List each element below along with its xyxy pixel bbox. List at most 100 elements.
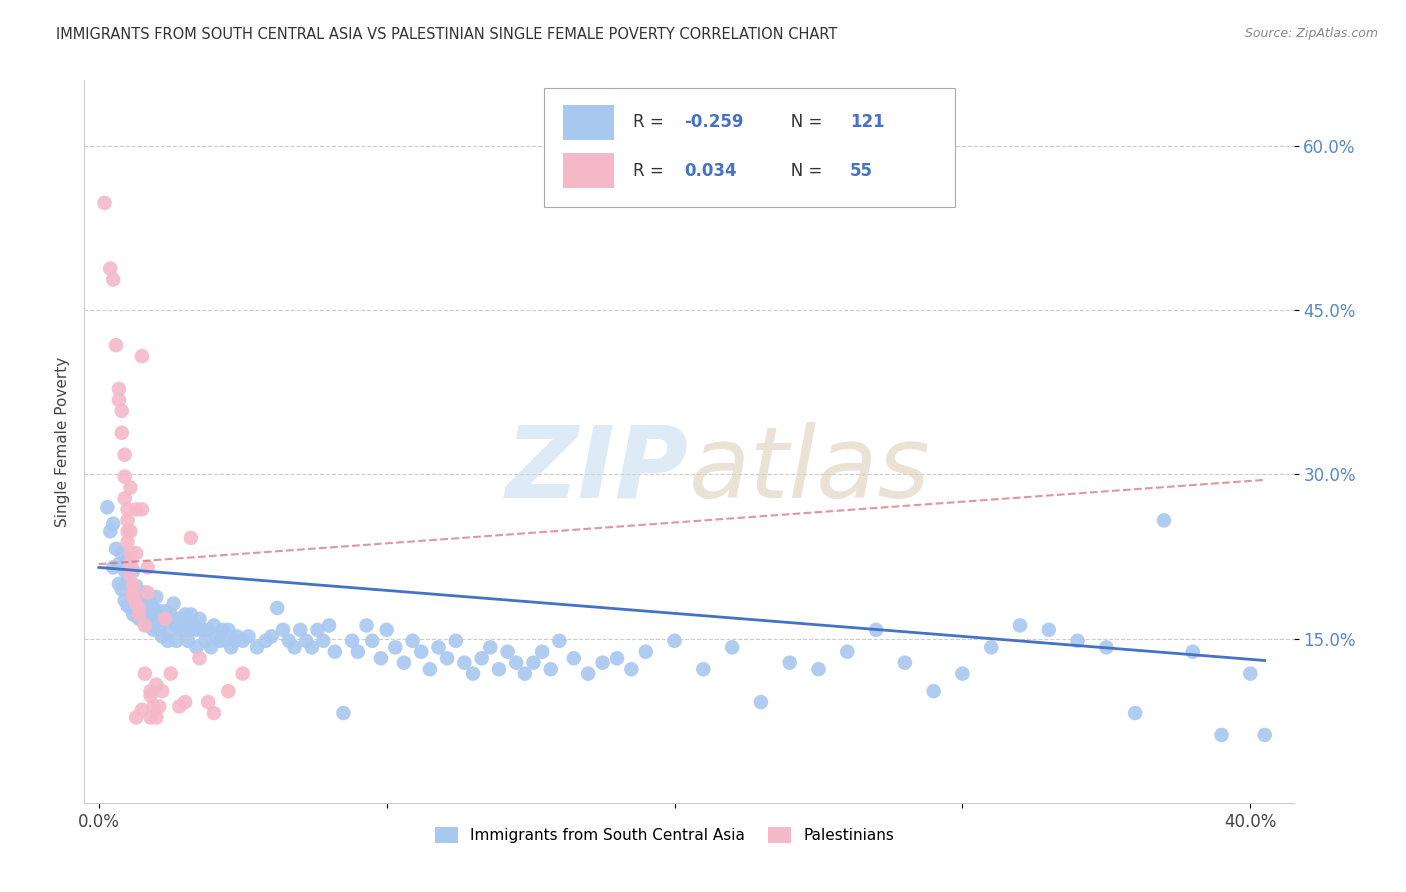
Point	[837, 645, 859, 659]
Point	[153, 612, 176, 626]
Point	[125, 597, 148, 611]
Point	[172, 623, 194, 637]
Text: IMMIGRANTS FROM SOUTH CENTRAL ASIA VS PALESTINIAN SINGLE FEMALE POVERTY CORRELAT: IMMIGRANTS FROM SOUTH CENTRAL ASIA VS PA…	[56, 27, 838, 42]
Point	[153, 604, 176, 618]
Point	[606, 651, 628, 665]
Point	[120, 601, 142, 615]
Point	[540, 662, 562, 676]
Point	[217, 684, 239, 698]
Point	[214, 633, 236, 648]
Text: 55: 55	[849, 161, 873, 179]
FancyBboxPatch shape	[564, 105, 614, 139]
Point	[384, 640, 406, 655]
Point	[208, 633, 231, 648]
Point	[238, 629, 260, 643]
Point	[136, 585, 159, 599]
Point	[562, 651, 585, 665]
Point	[111, 546, 134, 560]
Point	[139, 612, 162, 626]
Point	[125, 502, 148, 516]
Point	[1211, 728, 1233, 742]
Point	[131, 502, 153, 516]
Point	[576, 666, 599, 681]
Point	[1008, 618, 1031, 632]
Point	[101, 272, 124, 286]
Point	[117, 553, 139, 567]
Point	[139, 710, 162, 724]
Point	[188, 612, 211, 626]
Point	[183, 618, 205, 632]
Point	[479, 640, 502, 655]
Point	[232, 633, 254, 648]
Point	[122, 585, 145, 599]
Point	[117, 535, 139, 549]
Point	[277, 633, 299, 648]
Point	[197, 623, 219, 637]
Point	[120, 481, 142, 495]
Point	[108, 577, 131, 591]
Point	[174, 695, 197, 709]
Point	[139, 684, 162, 698]
Point	[174, 607, 197, 622]
Point	[105, 338, 128, 352]
Point	[114, 491, 136, 506]
Point	[219, 640, 242, 655]
Point	[117, 599, 139, 613]
Point	[1123, 706, 1146, 720]
Point	[356, 618, 378, 632]
Point	[93, 195, 115, 210]
Point	[128, 590, 150, 604]
Point	[96, 500, 118, 515]
Point	[150, 684, 173, 698]
Point	[436, 651, 458, 665]
Text: N =: N =	[775, 161, 827, 179]
Point	[211, 623, 233, 637]
Point	[159, 666, 181, 681]
Point	[125, 710, 148, 724]
Point	[271, 623, 294, 637]
Point	[205, 629, 228, 643]
Point	[202, 706, 225, 720]
Point	[427, 640, 450, 655]
Point	[197, 695, 219, 709]
Point	[122, 585, 145, 599]
Point	[307, 623, 329, 637]
Point	[148, 623, 170, 637]
Point	[131, 597, 153, 611]
Point	[194, 633, 217, 648]
Point	[139, 597, 162, 611]
Point	[1239, 666, 1261, 681]
Point	[301, 640, 323, 655]
Point	[169, 612, 191, 626]
Point	[125, 546, 148, 560]
Point	[1153, 513, 1175, 527]
Point	[101, 560, 124, 574]
FancyBboxPatch shape	[564, 153, 614, 188]
Point	[1066, 633, 1088, 648]
Point	[180, 623, 202, 637]
Point	[134, 666, 156, 681]
Point	[150, 612, 173, 626]
Point	[128, 612, 150, 626]
Point	[122, 590, 145, 604]
Point	[318, 618, 340, 632]
Point	[105, 541, 128, 556]
Point	[117, 574, 139, 589]
Point	[156, 633, 179, 648]
Legend: Immigrants from South Central Asia, Palestinians: Immigrants from South Central Asia, Pale…	[429, 822, 900, 849]
Point	[513, 666, 536, 681]
Point	[340, 633, 363, 648]
Point	[122, 564, 145, 578]
Point	[531, 645, 554, 659]
Point	[120, 546, 142, 560]
Point	[120, 579, 142, 593]
Point	[1095, 640, 1118, 655]
Point	[312, 633, 335, 648]
Point	[664, 633, 686, 648]
Point	[186, 640, 208, 655]
Point	[114, 564, 136, 578]
Point	[174, 623, 197, 637]
Point	[634, 645, 657, 659]
Point	[361, 633, 384, 648]
Point	[370, 651, 392, 665]
